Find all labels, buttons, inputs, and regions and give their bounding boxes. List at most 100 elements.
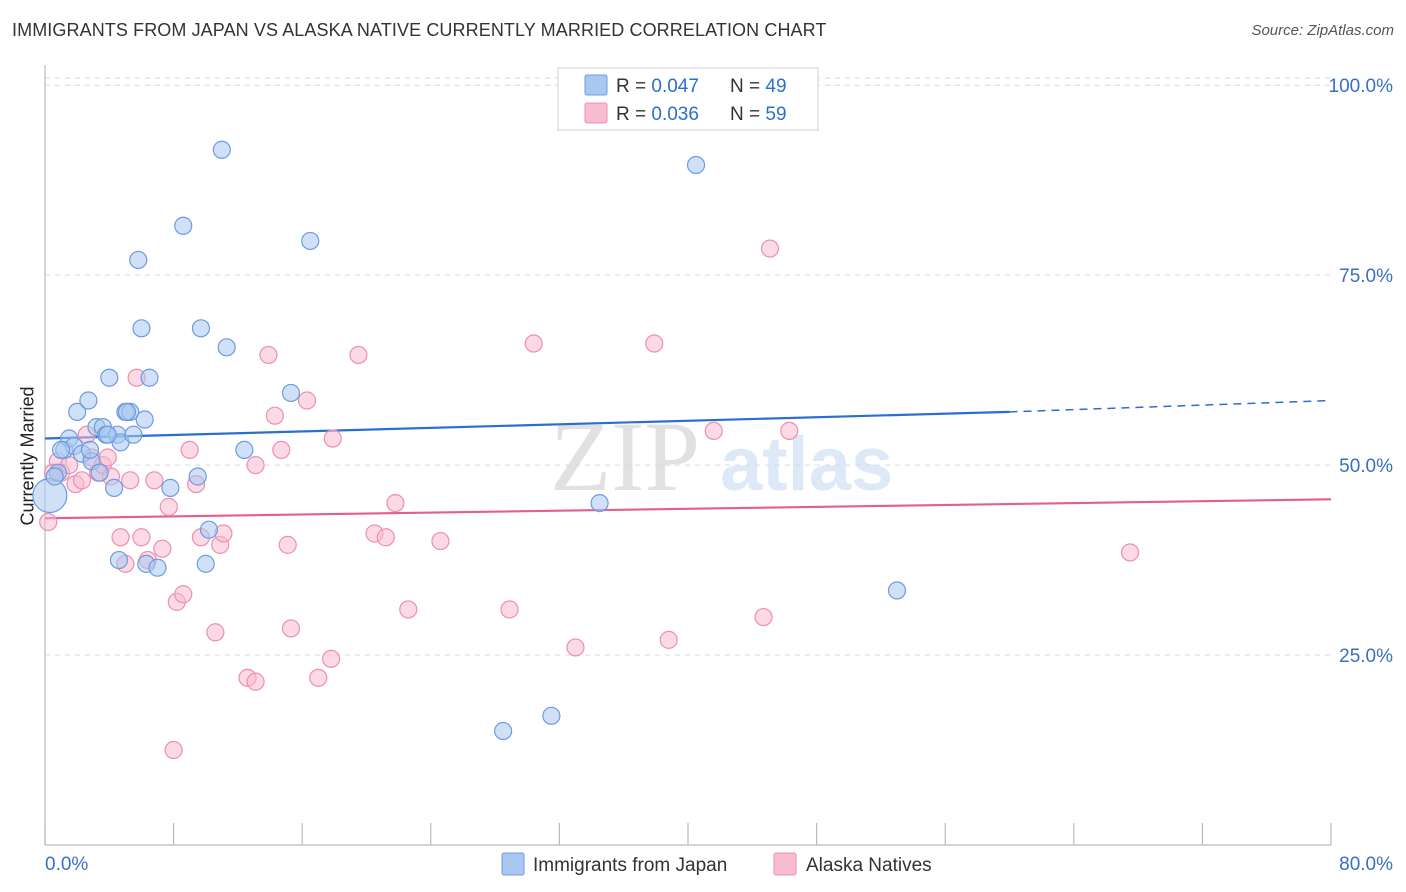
alaska-point <box>145 471 164 490</box>
alaska-point <box>500 600 519 619</box>
x-tick-label-min: 0.0% <box>45 854 88 875</box>
svg-text:N = 49: N = 49 <box>730 76 787 97</box>
alaska-point <box>309 668 328 687</box>
alaska-point <box>760 239 780 258</box>
japan-point <box>98 425 117 444</box>
japan-point <box>124 425 143 444</box>
alaska-point <box>399 600 418 619</box>
japan-point <box>494 721 513 741</box>
x-tick-label-max: 80.0% <box>1339 854 1393 875</box>
y-tick-label: 75.0% <box>1339 266 1393 287</box>
legend-bottom-swatch-alaska <box>773 852 797 876</box>
japan-point <box>191 319 211 338</box>
japan-point <box>542 706 561 725</box>
svg-text:R = 0.036: R = 0.036 <box>616 104 699 125</box>
stats-legend: R = 0.047 N = 49 R = 0.036 N = 59 <box>557 67 819 131</box>
watermark: ZIP atlas <box>550 401 893 512</box>
alaska-point <box>159 497 178 516</box>
japan-point <box>90 463 109 482</box>
japan-trend-extension <box>1009 399 1332 413</box>
source-credit: Source: ZipAtlas.com <box>1251 22 1394 39</box>
japan-point <box>140 368 159 387</box>
watermark-atlas: atlas <box>720 422 893 507</box>
japan-point <box>100 368 119 387</box>
japan-trend-line <box>44 410 1010 440</box>
japan-point <box>68 402 87 422</box>
japan-point <box>148 558 167 577</box>
legend-n-value-1: 49 <box>765 76 786 97</box>
alaska-point <box>259 345 278 365</box>
series-legend: Immigrants from Japan Alaska Natives <box>501 852 932 876</box>
japan-point <box>199 520 219 539</box>
alaska-point <box>566 638 585 657</box>
alaska-point <box>111 528 130 547</box>
japan-point <box>235 440 254 460</box>
alaska-point <box>246 672 265 691</box>
alaska-point <box>349 345 368 365</box>
japan-point <box>45 467 64 486</box>
japan-point <box>132 319 151 338</box>
japan-point <box>188 467 207 486</box>
japan-point <box>196 554 215 573</box>
data-points <box>32 68 1140 760</box>
japan-point <box>281 383 301 403</box>
alaska-point <box>278 535 297 554</box>
alaska-point <box>659 630 678 649</box>
japan-point <box>109 550 129 570</box>
japan-point <box>212 140 231 159</box>
alaska-point <box>386 493 405 513</box>
japan-point <box>105 478 124 497</box>
legend-n-label-2: N = <box>730 104 765 125</box>
legend-r-value-2: 0.036 <box>651 104 699 125</box>
alaska-point <box>376 528 395 547</box>
japan-point <box>217 338 236 357</box>
japan-point <box>161 478 180 497</box>
svg-text:R = 0.047: R = 0.047 <box>616 76 699 97</box>
svg-text:N = 59: N = 59 <box>730 104 787 125</box>
alaska-point <box>121 471 140 490</box>
alaska-point <box>265 406 284 425</box>
japan-point <box>590 493 609 513</box>
legend-swatch-pink <box>584 102 608 124</box>
alaska-point <box>174 585 193 604</box>
alaska-point <box>180 440 199 460</box>
alaska-point <box>1120 543 1140 562</box>
alaska-point <box>323 429 342 448</box>
alaska-trend-line <box>44 498 1332 520</box>
alaska-point <box>206 623 225 642</box>
y-tick-label: 25.0% <box>1339 646 1393 667</box>
alaska-point <box>780 421 799 441</box>
alaska-point <box>272 440 291 460</box>
alaska-point <box>645 334 664 353</box>
alaska-point <box>246 455 265 475</box>
japan-point <box>686 155 706 175</box>
legend-swatch-blue <box>584 74 608 96</box>
alaska-point <box>39 512 58 532</box>
legend-r-label-1: R = <box>616 76 651 97</box>
legend-bottom-label-alaska: Alaska Natives <box>806 855 932 876</box>
legend-n-label-1: N = <box>730 76 765 97</box>
japan-point <box>174 216 193 235</box>
japan-point <box>79 391 98 410</box>
trend-lines <box>44 399 1332 520</box>
alaska-point <box>98 448 117 467</box>
alaska-point <box>164 740 183 760</box>
japan-point <box>129 250 148 270</box>
alaska-point <box>153 539 172 558</box>
watermark-zip: ZIP <box>550 401 700 512</box>
tick-labels: 25.0% 50.0% 75.0% 100.0% 0.0% 80.0% <box>45 76 1393 875</box>
alaska-point <box>524 334 543 353</box>
axes <box>44 65 1332 846</box>
alaska-point <box>704 421 723 441</box>
alaska-point <box>431 531 450 551</box>
y-tick-label: 100.0% <box>1329 76 1394 97</box>
alaska-point <box>754 607 773 627</box>
legend-bottom-swatch-japan <box>501 852 525 876</box>
chart-title: IMMIGRANTS FROM JAPAN VS ALASKA NATIVE C… <box>12 20 827 40</box>
alaska-point <box>297 391 317 410</box>
japan-point <box>80 440 100 460</box>
legend-r-label-2: R = <box>616 104 651 125</box>
alaska-point <box>281 619 301 638</box>
legend-r-value-1: 0.047 <box>651 76 699 97</box>
